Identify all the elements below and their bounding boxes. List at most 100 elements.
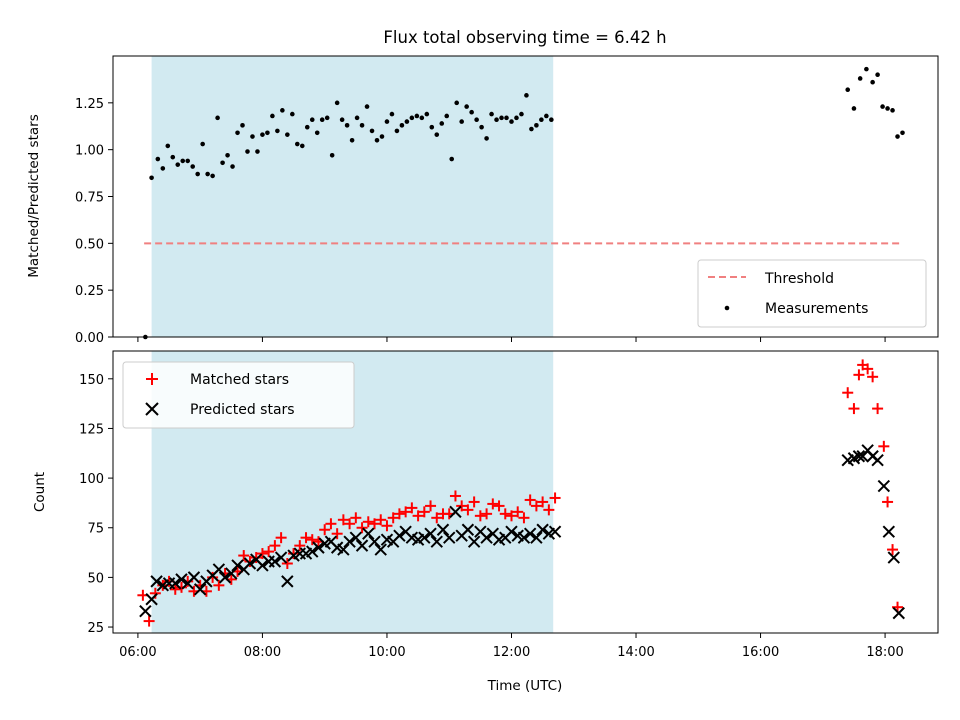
measurement-point — [519, 111, 524, 117]
measurement-point — [479, 124, 484, 130]
matched-star-point — [537, 496, 549, 508]
measurement-point — [494, 117, 499, 122]
matched-star-point — [872, 403, 884, 415]
predicted-star-point — [418, 531, 431, 544]
predicted-star-point — [349, 531, 363, 544]
legend-threshold-label: Threshold — [764, 271, 834, 287]
ratio-y-axis-label: Matched/Predicted stars — [26, 114, 42, 277]
measurement-point — [165, 143, 171, 149]
measurement-point — [439, 121, 445, 126]
count-legend-box — [122, 361, 355, 429]
measurement-point — [449, 156, 455, 162]
measurement-point — [255, 149, 260, 154]
predicted-star-point — [355, 539, 369, 552]
predicted-star-point — [193, 583, 207, 596]
matched-star-point — [256, 548, 268, 560]
matched-star-point — [281, 557, 293, 569]
y-tick-label: 0.25 — [75, 284, 104, 299]
measurement-point — [285, 132, 290, 137]
count-panel-frame — [112, 350, 939, 634]
matched-star-point — [149, 587, 161, 599]
measurement-point — [230, 164, 235, 169]
measurement-point — [349, 138, 355, 143]
predicted-star-point — [536, 523, 549, 536]
matched-star-point — [853, 369, 865, 381]
measurement-point — [309, 117, 315, 122]
measurement-point — [235, 130, 240, 136]
measurement-point — [295, 141, 300, 147]
matched-star-point — [462, 504, 474, 516]
predicted-star-point — [436, 523, 450, 536]
measurement-point — [270, 113, 275, 119]
predicted-star-point — [187, 571, 201, 584]
predicted-star-point — [430, 535, 443, 548]
predicted-star-point — [505, 525, 518, 538]
predicted-star-point — [449, 505, 462, 519]
measurement-point — [409, 115, 415, 121]
predicted-star-point — [882, 525, 896, 538]
y-tick-label: 1.00 — [75, 144, 104, 159]
measurement-point — [424, 111, 430, 117]
matched-star-point — [474, 510, 486, 522]
predicted-star-point — [256, 559, 269, 572]
predicted-star-point — [467, 535, 481, 548]
predicted-star-point — [231, 559, 244, 572]
measurement-point — [175, 162, 181, 167]
predicted-star-point — [887, 551, 900, 564]
measurement-point — [444, 113, 450, 119]
measurement-point — [339, 117, 345, 122]
count-y-axis-label: Count — [32, 472, 48, 512]
predicted-star-point — [218, 571, 232, 584]
measurement-point — [885, 106, 890, 111]
measurement-point — [399, 123, 405, 128]
predicted-star-point — [368, 535, 381, 548]
measurement-point — [290, 111, 295, 117]
predicted-star-point — [362, 527, 375, 540]
measurement-point — [369, 128, 375, 134]
measurement-point — [875, 72, 880, 78]
predicted-star-point — [268, 555, 282, 568]
x-tick-label: 10:00 — [368, 645, 405, 660]
measurement-point — [414, 113, 420, 119]
predicted-star-point — [150, 575, 163, 588]
predicted-star-point — [530, 531, 543, 544]
matched-star-point — [505, 510, 517, 522]
matched-star-point — [400, 506, 412, 518]
measurement-point — [205, 171, 210, 177]
measurement-point — [389, 111, 395, 117]
predicted-star-point — [274, 551, 288, 564]
measurement-point — [529, 126, 534, 132]
predicted-star-point — [281, 575, 294, 588]
matched-star-point — [250, 552, 262, 564]
measurement-point — [870, 79, 875, 85]
predicted-star-point — [374, 543, 387, 556]
predicted-star-point — [212, 563, 226, 576]
matched-star-point — [543, 504, 555, 516]
y-tick-label: 150 — [79, 373, 104, 388]
predicted-star-point — [306, 545, 319, 558]
measurement-point — [524, 93, 529, 98]
measurement-point — [180, 158, 186, 164]
ratio-panel: 0.00 0.25 0.50 0.75 1.00 1.25 Matched/Predict… — [26, 55, 939, 346]
measurement-point — [149, 175, 154, 181]
measurement-point — [245, 149, 250, 154]
ratio-legend-box — [697, 259, 927, 328]
matched-star-point — [143, 615, 155, 627]
matched-star-point — [381, 520, 393, 532]
predicted-star-point — [225, 567, 238, 580]
predicted-star-point — [548, 525, 562, 538]
measurement-point — [250, 134, 255, 139]
y-tick-label: 100 — [79, 472, 104, 487]
measurement-point — [275, 128, 280, 134]
measurement-point — [155, 156, 161, 162]
predicted-star-point — [480, 531, 493, 544]
measurement-point — [880, 104, 885, 109]
matched-star-point — [350, 512, 362, 524]
measurement-point — [845, 87, 851, 93]
matched-star-point — [319, 524, 331, 536]
legend-measurements-swatch — [724, 305, 730, 311]
measurement-point — [160, 166, 166, 171]
matched-star-point — [887, 544, 899, 556]
matched-star-point — [412, 510, 424, 522]
measurement-point — [454, 100, 459, 106]
